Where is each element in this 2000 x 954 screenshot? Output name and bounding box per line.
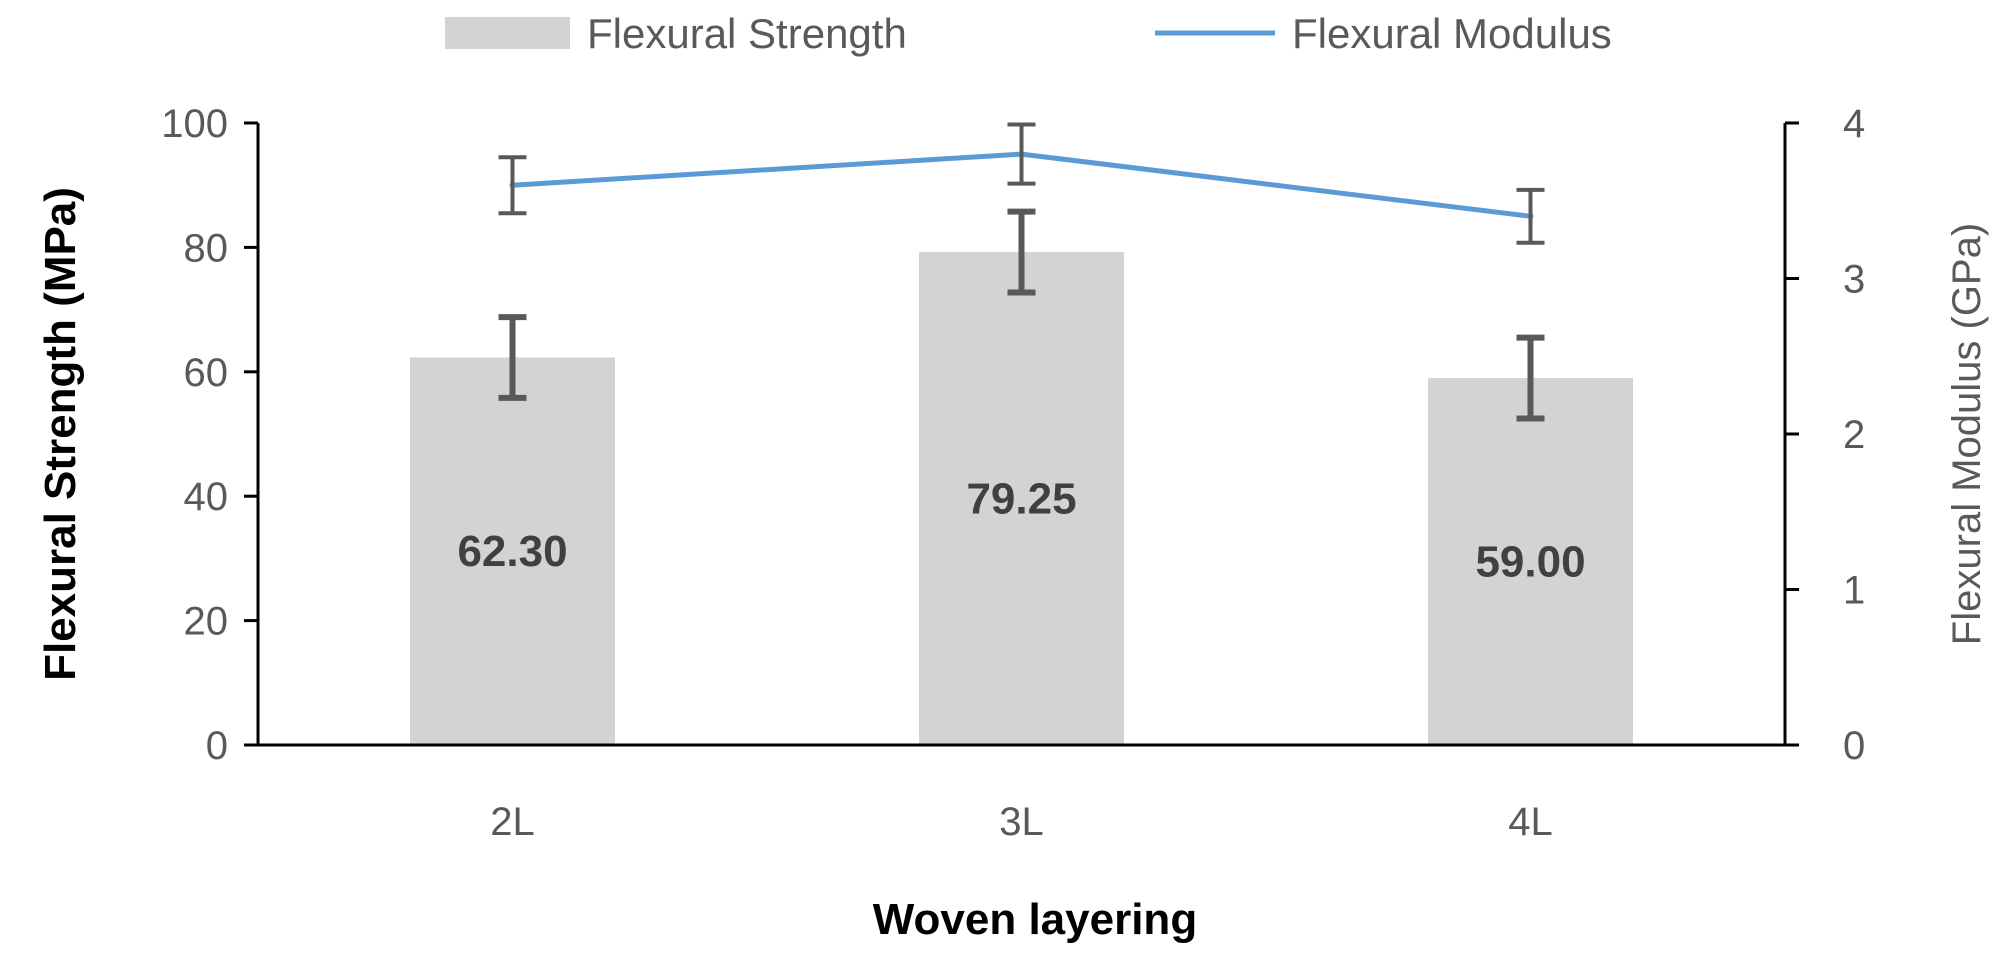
line-error-2L (498, 155, 527, 216)
left-tick-label-40: 40 (184, 475, 229, 519)
x-tick-label-2L: 2L (490, 800, 535, 844)
line-error-3L (1007, 122, 1036, 186)
left-tick-label-80: 80 (184, 226, 229, 270)
right-tick-label-3: 3 (1843, 258, 1865, 302)
legend-label-strength: Flexural Strength (587, 10, 907, 57)
bar-error-bars (498, 208, 1545, 422)
right-axis-ticks: 0 1 2 3 4 (1785, 102, 1865, 768)
right-tick-label-0: 0 (1843, 724, 1865, 768)
left-axis-title: Flexural Strength (MPa) (36, 187, 85, 681)
bar-data-label-2L: 62.30 (457, 527, 567, 576)
bar-2L (410, 357, 615, 745)
bars (410, 252, 1633, 745)
bar-error-2L (498, 314, 527, 401)
x-axis-ticks: 2L 3L 4L (490, 800, 1553, 844)
bar-3L (919, 252, 1124, 745)
legend: Flexural Strength Flexural Modulus (445, 10, 1612, 57)
left-tick-label-100: 100 (161, 102, 228, 146)
right-tick-label-4: 4 (1843, 102, 1865, 146)
left-tick-label-20: 20 (184, 600, 229, 644)
right-tick-label-1: 1 (1843, 569, 1865, 613)
x-axis-title: Woven layering (873, 895, 1197, 944)
left-tick-label-60: 60 (184, 351, 229, 395)
x-tick-label-3L: 3L (999, 800, 1044, 844)
legend-swatch-strength (445, 17, 570, 49)
bar-4L (1428, 378, 1633, 745)
bar-data-labels: 62.30 79.25 59.00 (457, 475, 1585, 587)
left-axis-ticks: 0 20 40 60 80 100 (161, 102, 258, 768)
bar-error-3L (1007, 208, 1036, 296)
x-tick-label-4L: 4L (1508, 800, 1553, 844)
bar-error-4L (1516, 334, 1545, 422)
line-error-4L (1516, 187, 1545, 245)
line-error-bars (498, 122, 1545, 245)
bar-data-label-4L: 59.00 (1475, 538, 1585, 587)
right-tick-label-2: 2 (1843, 413, 1865, 457)
right-axis-title: Flexural Modulus (GPa) (1945, 223, 1989, 645)
bar-data-label-3L: 79.25 (966, 475, 1076, 524)
left-tick-label-0: 0 (206, 724, 228, 768)
legend-label-modulus: Flexural Modulus (1292, 10, 1612, 57)
